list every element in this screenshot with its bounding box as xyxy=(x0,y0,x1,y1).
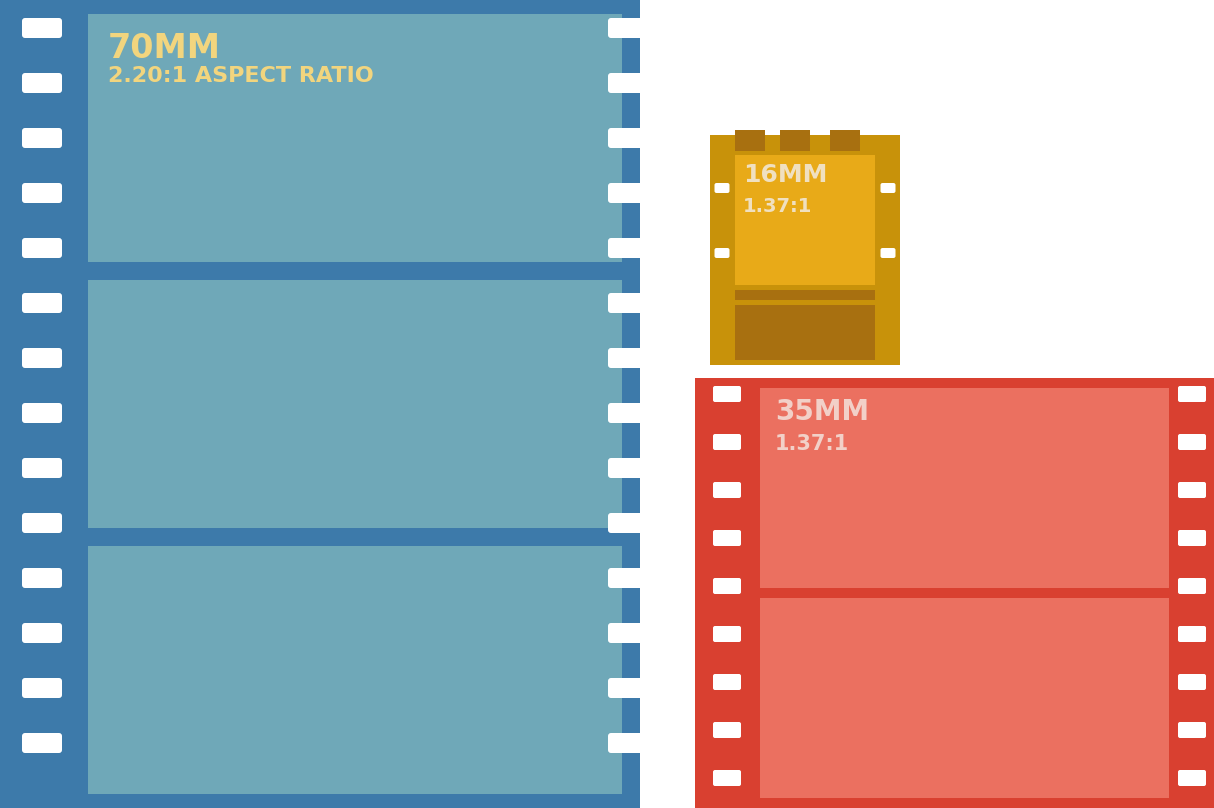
FancyBboxPatch shape xyxy=(608,733,648,753)
FancyBboxPatch shape xyxy=(1178,434,1206,450)
FancyBboxPatch shape xyxy=(713,674,741,690)
FancyBboxPatch shape xyxy=(608,238,648,258)
Text: 2.20:1 ASPECT RATIO: 2.20:1 ASPECT RATIO xyxy=(108,66,374,86)
FancyBboxPatch shape xyxy=(715,248,730,258)
FancyBboxPatch shape xyxy=(1178,674,1206,690)
FancyBboxPatch shape xyxy=(608,568,648,588)
FancyBboxPatch shape xyxy=(713,386,741,402)
Bar xyxy=(830,130,860,151)
Bar xyxy=(781,130,810,151)
Text: 1.37:1: 1.37:1 xyxy=(743,197,812,216)
Bar xyxy=(87,280,622,528)
FancyBboxPatch shape xyxy=(608,348,648,368)
FancyBboxPatch shape xyxy=(1178,578,1206,594)
FancyBboxPatch shape xyxy=(22,458,62,478)
Text: 16MM: 16MM xyxy=(743,163,828,187)
Bar xyxy=(760,598,1169,798)
FancyBboxPatch shape xyxy=(713,626,741,642)
FancyBboxPatch shape xyxy=(22,128,62,148)
Bar xyxy=(734,155,875,285)
FancyBboxPatch shape xyxy=(22,183,62,203)
FancyBboxPatch shape xyxy=(22,513,62,533)
FancyBboxPatch shape xyxy=(608,73,648,93)
FancyBboxPatch shape xyxy=(1178,386,1206,402)
FancyBboxPatch shape xyxy=(713,578,741,594)
Bar xyxy=(734,305,875,360)
FancyBboxPatch shape xyxy=(713,434,741,450)
FancyBboxPatch shape xyxy=(1178,626,1206,642)
Text: 35MM: 35MM xyxy=(775,398,869,426)
Bar xyxy=(87,546,622,794)
FancyBboxPatch shape xyxy=(1178,530,1206,546)
Bar xyxy=(734,290,875,300)
FancyBboxPatch shape xyxy=(608,678,648,698)
Bar xyxy=(710,135,900,365)
FancyBboxPatch shape xyxy=(22,403,62,423)
FancyBboxPatch shape xyxy=(22,238,62,258)
FancyBboxPatch shape xyxy=(22,623,62,643)
FancyBboxPatch shape xyxy=(22,18,62,38)
Text: 70MM: 70MM xyxy=(108,32,221,65)
FancyBboxPatch shape xyxy=(715,183,730,193)
FancyBboxPatch shape xyxy=(22,568,62,588)
FancyBboxPatch shape xyxy=(608,458,648,478)
Text: 1.37:1: 1.37:1 xyxy=(775,434,850,454)
FancyBboxPatch shape xyxy=(22,73,62,93)
FancyBboxPatch shape xyxy=(1178,722,1206,738)
FancyBboxPatch shape xyxy=(713,530,741,546)
Bar xyxy=(0,0,640,808)
FancyBboxPatch shape xyxy=(713,722,741,738)
Bar xyxy=(734,130,765,151)
FancyBboxPatch shape xyxy=(1178,482,1206,498)
FancyBboxPatch shape xyxy=(608,623,648,643)
FancyBboxPatch shape xyxy=(22,733,62,753)
FancyBboxPatch shape xyxy=(608,128,648,148)
FancyBboxPatch shape xyxy=(22,678,62,698)
FancyBboxPatch shape xyxy=(1178,770,1206,786)
FancyBboxPatch shape xyxy=(22,293,62,313)
FancyBboxPatch shape xyxy=(608,293,648,313)
FancyBboxPatch shape xyxy=(880,248,896,258)
FancyBboxPatch shape xyxy=(880,183,896,193)
FancyBboxPatch shape xyxy=(608,513,648,533)
Bar xyxy=(760,388,1169,588)
Bar xyxy=(694,378,1214,808)
Bar xyxy=(87,14,622,262)
FancyBboxPatch shape xyxy=(713,770,741,786)
FancyBboxPatch shape xyxy=(22,348,62,368)
FancyBboxPatch shape xyxy=(608,403,648,423)
FancyBboxPatch shape xyxy=(608,18,648,38)
FancyBboxPatch shape xyxy=(713,482,741,498)
FancyBboxPatch shape xyxy=(608,183,648,203)
